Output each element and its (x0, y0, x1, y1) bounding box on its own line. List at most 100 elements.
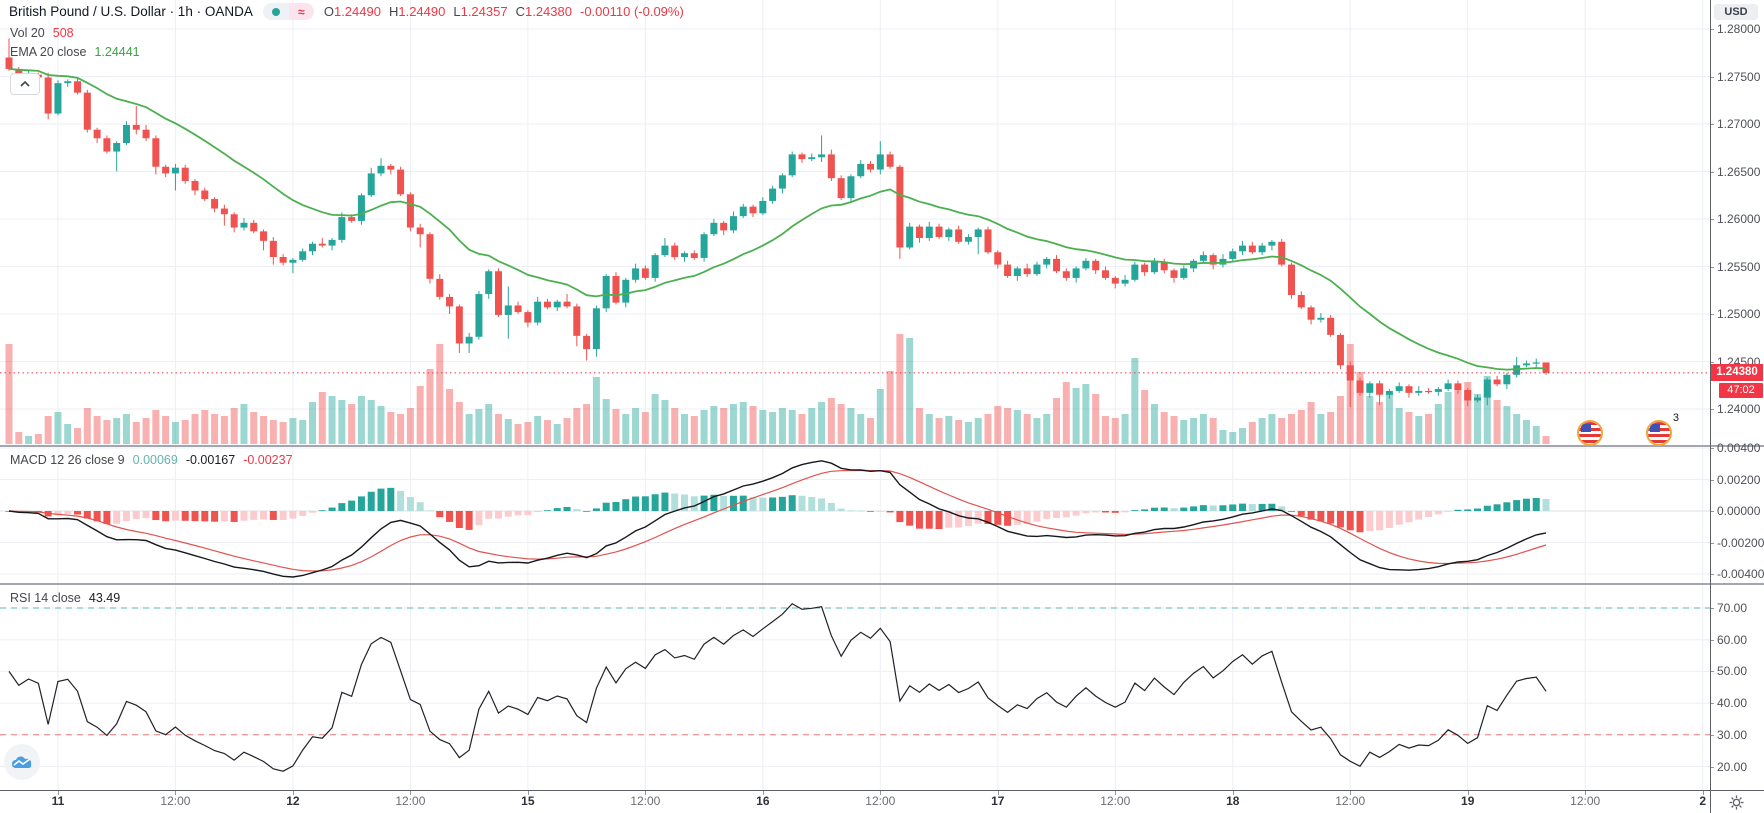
rsi-value: 43.49 (88, 591, 121, 605)
macd-line (8, 460, 1547, 578)
market-status-dot-button[interactable] (262, 3, 289, 20)
us-flag-icon (1577, 420, 1603, 446)
price-tick-label: 1.25500 (1717, 259, 1761, 274)
macd-tick-label: 0.00000 (1717, 504, 1761, 518)
chevron-up-icon (20, 81, 30, 87)
axis-tick (1710, 361, 1714, 363)
low-label: L (453, 4, 461, 19)
open-value: 1.24490 (333, 4, 381, 19)
rsi-legend[interactable]: RSI 14 close 43.49 (10, 591, 120, 605)
time-tick-label: 15 (521, 794, 535, 808)
price-tick-label: 1.27500 (1717, 69, 1761, 84)
axis-tick (1710, 219, 1714, 220)
macd-legend[interactable]: MACD 12 26 close 9 0.00069 -0.00167 -0.0… (10, 453, 293, 467)
macd-tick-label: 0.00200 (1717, 472, 1761, 487)
axis-tick (1710, 542, 1714, 544)
axis-tick (1710, 266, 1714, 268)
time-tick (57, 791, 59, 795)
axis-tick (1710, 448, 1714, 449)
axis-tick (1710, 409, 1714, 410)
time-tick (1702, 791, 1704, 795)
almost-equal-icon[interactable]: ≈ (288, 3, 314, 20)
time-tick-label: 19 (1461, 794, 1475, 808)
open-label: O (323, 4, 334, 19)
macd-tick-label: -0.00200 (1717, 535, 1764, 550)
rsi-tick-label: 70.00 (1717, 601, 1748, 615)
axis-tick (1710, 703, 1714, 705)
axis-tick (1710, 124, 1714, 125)
volume-legend[interactable]: Vol 20 508 (10, 26, 74, 40)
time-tick (527, 791, 529, 795)
macd-histogram (5, 487, 1550, 533)
axis-tick (1710, 766, 1714, 768)
time-tick-label: 2 (1699, 794, 1706, 808)
time-tick-label: 12:00 (865, 794, 896, 808)
axis-tick (1710, 171, 1714, 173)
rsi-tick-label: 20.00 (1717, 759, 1748, 774)
macd-hist-value: 0.00069 (132, 453, 178, 467)
low-value: 1.24357 (460, 4, 508, 19)
bar-countdown-badge: 47:02 (1719, 382, 1763, 398)
axis-tick (1710, 479, 1714, 481)
gridlines (0, 0, 1710, 790)
rsi-tick-label: 50.00 (1717, 664, 1748, 679)
high-label: H (388, 4, 399, 19)
time-tick (997, 791, 999, 795)
rsi-line (8, 602, 1547, 772)
axis-tick (1710, 314, 1714, 315)
axis-tick (1710, 608, 1714, 609)
time-axis-settings-button[interactable] (1729, 795, 1744, 813)
economic-event-group-button[interactable]: 3 (1646, 412, 1679, 446)
ohlc-readout: O1.24490 H1.24490 L1.24357 C1.24380 -0.0… (324, 4, 684, 19)
axis-tick (1710, 574, 1714, 575)
area-chart-icon (12, 756, 32, 768)
macd-line-value: -0.00167 (185, 453, 236, 467)
symbol-title[interactable]: British Pound / U.S. Dollar · 1h · OANDA (9, 4, 253, 19)
time-tick (410, 791, 412, 795)
time-axis[interactable]: 11 12:00 12 12:00 15 12:00 16 12:00 17 12:00 18 12:… (0, 791, 1710, 813)
collapse-pane-button[interactable] (10, 73, 40, 95)
economic-event-button[interactable] (1577, 420, 1603, 446)
price-tick-label: 1.27000 (1717, 117, 1761, 131)
time-tick-label: 12:00 (1570, 794, 1601, 808)
currency-badge[interactable]: USD (1714, 4, 1758, 20)
chart-logo-button[interactable] (4, 744, 40, 780)
symbol-header: British Pound / U.S. Dollar · 1h · OANDA… (9, 3, 684, 20)
price-axis[interactable]: USD 1.28000 1.27500 1.27000 1.26500 1.26000 1… (1710, 0, 1764, 813)
price-tick-label: 1.28000 (1717, 22, 1761, 36)
close-value: 1.24380 (524, 4, 572, 19)
last-price-badge: 1.24380 (1711, 363, 1763, 381)
time-tick-label: 17 (991, 794, 1005, 808)
time-tick-label: 18 (1226, 794, 1240, 808)
volume-series (5, 334, 1550, 444)
ema-legend[interactable]: EMA 20 close 1.24441 (10, 45, 140, 59)
volume-value: 508 (52, 26, 74, 40)
time-tick (762, 791, 764, 795)
dot-icon (271, 7, 280, 16)
macd-tick-label: -0.00400 (1717, 567, 1764, 581)
time-tick (175, 791, 177, 795)
time-tick (1585, 791, 1587, 795)
ema-line (8, 68, 1547, 371)
time-tick-label: 12:00 (395, 794, 426, 808)
time-tick-label: 12:00 (1100, 794, 1131, 808)
market-status-pill[interactable]: ≈ (262, 3, 314, 20)
time-tick (880, 791, 882, 795)
change-value: -0.00110 (-0.09%) (579, 4, 684, 19)
price-tick-label: 1.26000 (1717, 212, 1761, 226)
time-tick-label: 12 (286, 794, 300, 808)
event-count-badge: 3 (1672, 412, 1679, 424)
macd-signal-value: -0.00237 (243, 453, 293, 467)
macd-tick-label: 0.00400 (1717, 441, 1761, 455)
pane-divider-rsi[interactable] (0, 583, 1764, 585)
time-tick (292, 791, 294, 795)
price-tick-label: 1.26500 (1717, 164, 1761, 179)
pane-divider-macd[interactable] (0, 445, 1764, 447)
axis-tick (1710, 639, 1714, 641)
axis-tick (1710, 76, 1714, 78)
axis-tick (1710, 734, 1714, 736)
time-axis-border (0, 790, 1764, 791)
volume-label: Vol 20 (10, 26, 45, 40)
